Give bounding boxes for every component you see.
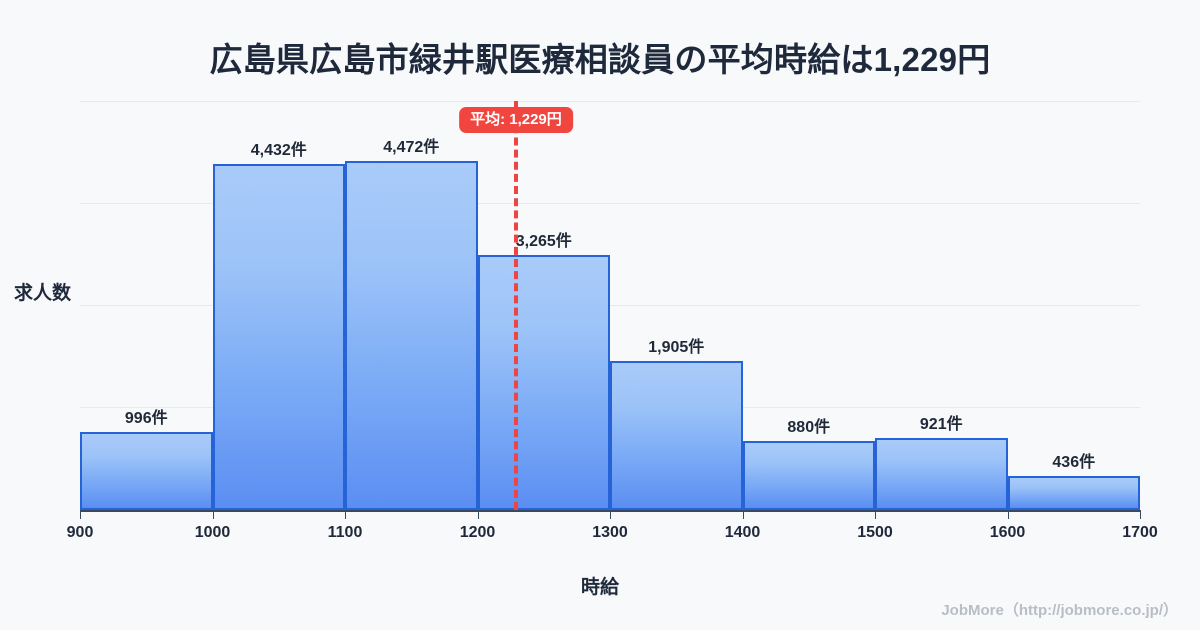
gridline [80,305,1140,306]
x-axis-tick-label: 1000 [194,524,231,541]
page-title: 広島県広島市緑井駅医療相談員の平均時給は1,229円 [209,41,991,78]
histogram-bar[interactable] [875,438,1008,510]
x-axis-tick [345,510,346,519]
plot-area: 996件 4,432件 4,472件 3,265件 1,905件 880件 921件 436件… [80,101,1140,510]
histogram-bar[interactable] [477,255,610,510]
x-axis-tick [610,510,611,519]
x-axis-tick-label: 1200 [459,524,496,541]
x-axis-tick-label: 1300 [592,524,628,541]
x-axis-tick-label: 1700 [1122,524,1158,541]
x-axis-tick-label: 1600 [989,524,1026,541]
x-axis-tick-label: 1100 [327,524,363,541]
bar-value-label: 921件 [919,416,963,434]
average-badge: 平均: 1,229円 [459,107,573,134]
x-axis-tick [477,510,479,519]
x-axis-tick [875,510,876,519]
histogram-bar[interactable] [212,164,345,510]
y-axis-title: 求人数 [14,283,72,304]
gridline [80,203,1140,204]
x-axis-title: 時給 [580,577,619,598]
histogram-bar[interactable] [742,441,875,510]
x-axis-tick-label: 1500 [857,524,893,541]
bar-value-label: 1,905件 [648,339,705,357]
bar-value-label: 4,472件 [383,138,440,156]
x-axis-tick [1007,510,1009,519]
histogram-bar[interactable] [610,361,743,510]
bar-value-label: 880件 [787,419,831,437]
histogram-bar[interactable] [1007,475,1140,510]
x-axis-tick-label: 900 [66,524,94,541]
bar-value-label: 996件 [124,410,168,428]
bar-value-label: 3,265件 [515,233,572,251]
bar-value-label: 436件 [1052,453,1096,471]
average-line [513,101,518,510]
x-axis-tick [742,510,744,519]
histogram-bar[interactable] [80,432,213,510]
bar-value-label: 4,432件 [250,142,307,160]
x-axis-tick [80,510,81,519]
watermark-credit: JobMore（http://jobmore.co.jp/） [941,602,1178,619]
gridline [80,101,1140,102]
x-axis-tick-label: 1400 [724,524,761,541]
histogram-bar[interactable] [345,160,478,510]
x-axis-tick [212,510,214,519]
x-axis-tick [1140,510,1141,519]
